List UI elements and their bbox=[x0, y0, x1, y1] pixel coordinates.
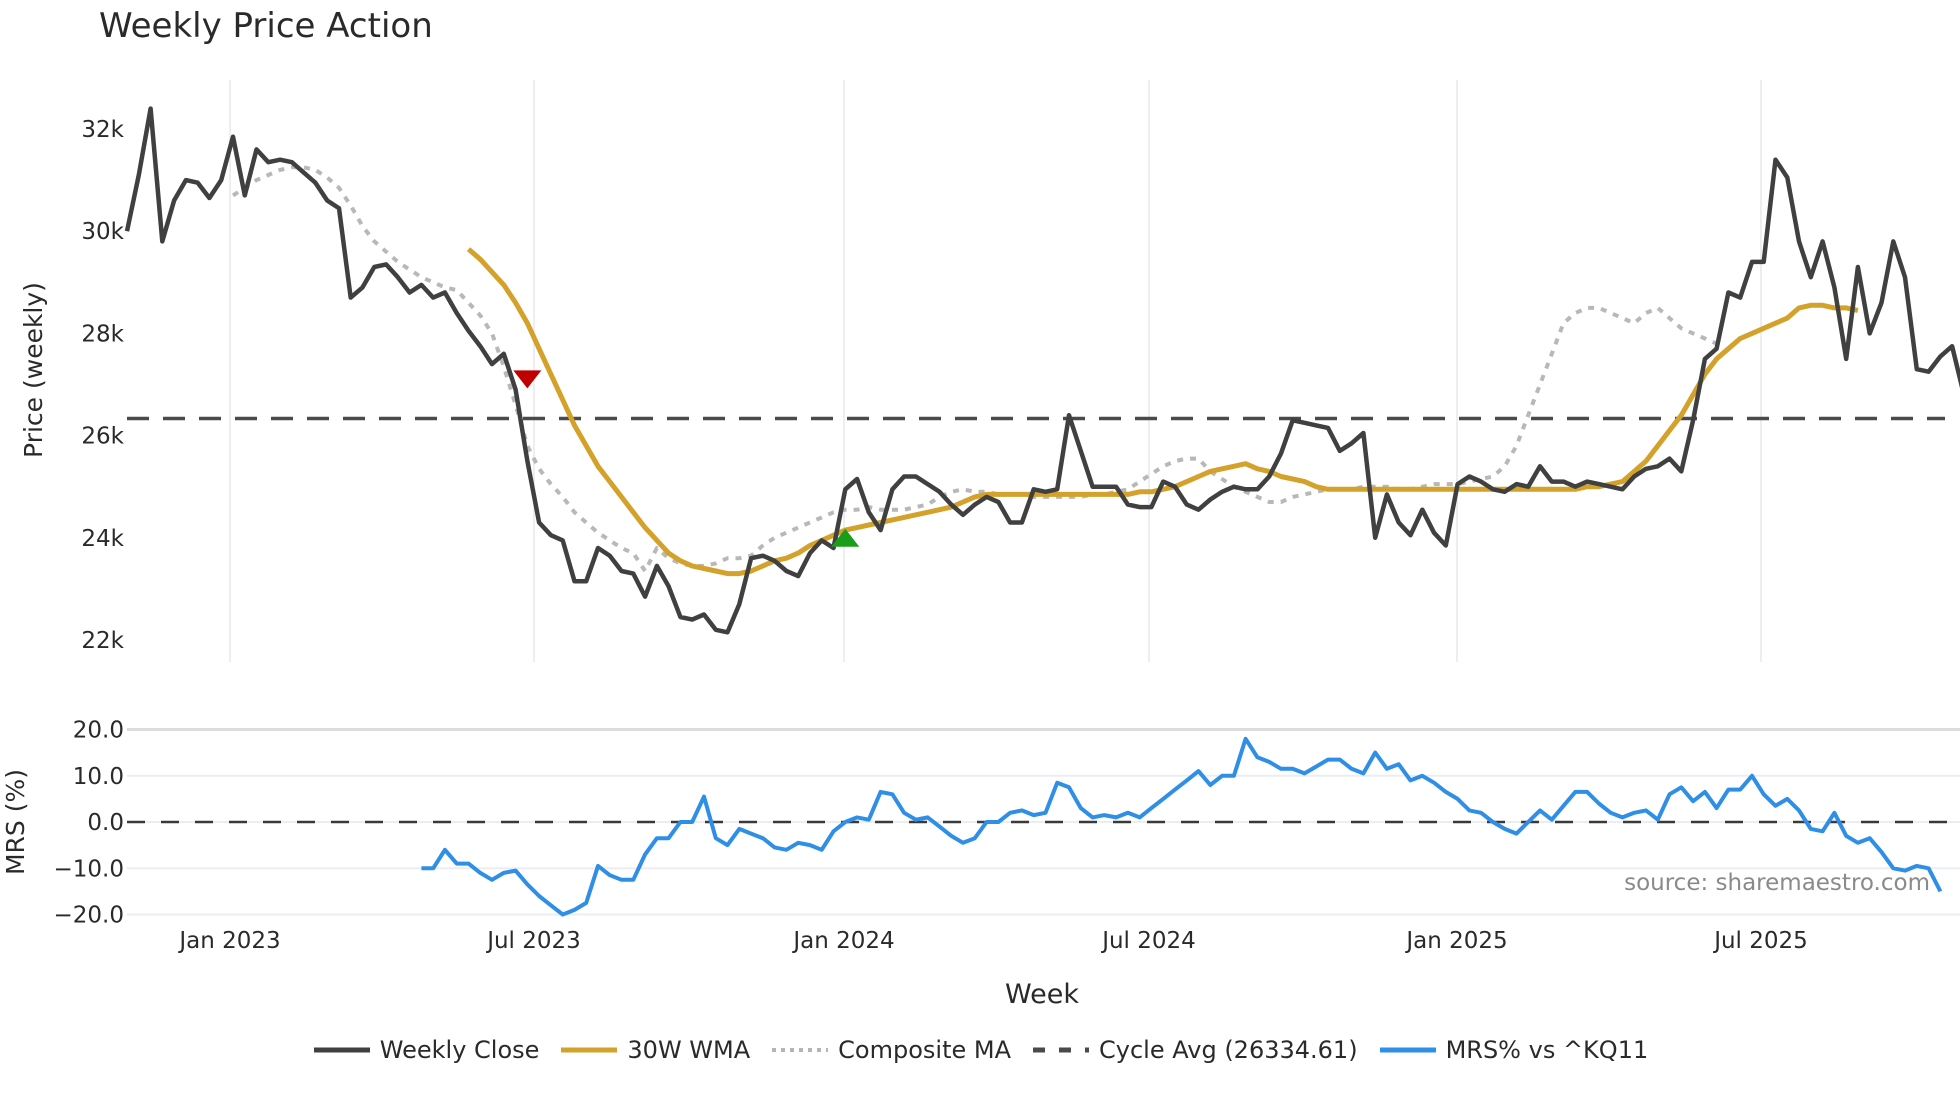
x-tick: Jul 2023 bbox=[485, 928, 581, 954]
legend-item[interactable]: Composite MA bbox=[770, 1036, 1011, 1064]
legend-swatch-icon bbox=[561, 1047, 618, 1053]
plot-series bbox=[124, 106, 1960, 917]
price-y-axis: 22k 24k 26k 28k 30k 32k bbox=[81, 117, 124, 654]
mrs-y-tick: −20.0 bbox=[54, 903, 124, 929]
mrs-line bbox=[421, 736, 1943, 917]
mrs-y-axis: −20.0 −10.0 0.0 10.0 20.0 bbox=[54, 718, 124, 929]
mrs-y-tick: 0.0 bbox=[87, 810, 124, 836]
legend-item[interactable]: Cycle Avg (26334.61) bbox=[1031, 1036, 1358, 1064]
x-tick: Jul 2025 bbox=[1712, 928, 1808, 954]
x-axis: Jan 2023 Jul 2023 Jan 2024 Jul 2024 Jan 2025… bbox=[177, 928, 1807, 954]
weekly-close-line bbox=[124, 106, 1960, 635]
price-y-tick: 22k bbox=[81, 628, 124, 654]
legend-item[interactable]: MRS% vs ^KQ11 bbox=[1378, 1036, 1649, 1064]
mrs-y-tick: 10.0 bbox=[73, 764, 124, 790]
price-y-axis-title: Price (weekly) bbox=[19, 282, 48, 458]
legend-label: MRS% vs ^KQ11 bbox=[1445, 1036, 1649, 1064]
legend-swatch-icon bbox=[313, 1047, 370, 1053]
x-tick: Jan 2024 bbox=[791, 928, 894, 954]
mrs-y-tick: −10.0 bbox=[54, 856, 124, 882]
price-y-tick: 24k bbox=[81, 526, 124, 552]
legend-label: 30W WMA bbox=[627, 1036, 751, 1064]
price-y-tick: 26k bbox=[81, 424, 124, 450]
x-tick: Jul 2024 bbox=[1100, 928, 1196, 954]
mrs-y-axis-title: MRS (%) bbox=[1, 769, 30, 875]
legend-swatch-icon bbox=[772, 1048, 829, 1052]
wma-30w-line bbox=[466, 247, 1859, 577]
composite-ma-line bbox=[231, 165, 1718, 573]
price-y-tick: 32k bbox=[81, 117, 124, 143]
price-y-tick: 30k bbox=[81, 219, 124, 245]
chart-title: Weekly Price Action bbox=[99, 6, 433, 46]
legend-item[interactable]: Weekly Close bbox=[312, 1036, 540, 1064]
x-axis-title: Week bbox=[1005, 979, 1079, 1010]
legend-label: Composite MA bbox=[838, 1036, 1012, 1064]
price-y-tick: 28k bbox=[81, 321, 124, 347]
source-label: source: sharemaestro.com bbox=[1624, 870, 1930, 896]
mrs-y-tick: 20.0 bbox=[73, 718, 124, 744]
legend-swatch-icon bbox=[1033, 1047, 1090, 1053]
legend: Weekly Close 30W WMA Composite MA Cycle Avg… bbox=[0, 1036, 1960, 1064]
legend-swatch-icon bbox=[1379, 1047, 1436, 1053]
sell-signal-marker bbox=[513, 370, 542, 389]
price-gridlines bbox=[229, 80, 1762, 662]
legend-label: Cycle Avg (26334.61) bbox=[1099, 1036, 1358, 1064]
buy-signal-marker bbox=[831, 528, 860, 547]
legend-label: Weekly Close bbox=[379, 1036, 540, 1064]
x-tick: Jan 2025 bbox=[1404, 928, 1507, 954]
x-tick: Jan 2023 bbox=[177, 928, 280, 954]
legend-item[interactable]: 30W WMA bbox=[559, 1036, 750, 1064]
